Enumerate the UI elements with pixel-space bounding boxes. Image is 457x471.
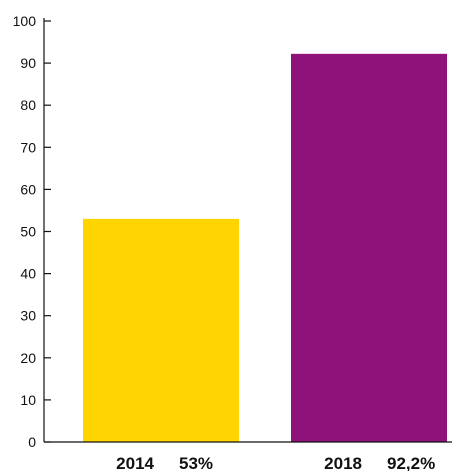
bar-2014 xyxy=(83,218,239,442)
bar-2018 xyxy=(291,53,447,442)
x-category-label: 2014 xyxy=(116,454,154,471)
y-tick-label: 10 xyxy=(20,392,36,408)
x-value-label: 53% xyxy=(179,454,213,471)
y-tick-label: 50 xyxy=(20,224,36,240)
x-axis: 2014 53% 2018 92,2% xyxy=(44,441,452,471)
y-tick-label: 20 xyxy=(20,350,36,366)
y-tick-label: 30 xyxy=(20,308,36,324)
y-tick-label: 40 xyxy=(20,266,36,282)
y-tick-label: 70 xyxy=(20,139,36,155)
bars xyxy=(83,53,447,442)
y-tick-label: 0 xyxy=(28,434,36,450)
x-category-label: 2018 xyxy=(324,454,362,471)
y-axis: 0 10 20 30 40 50 60 70 80 90 100 xyxy=(13,13,51,450)
y-tick-label: 90 xyxy=(20,55,36,71)
y-tick-label: 100 xyxy=(13,13,37,29)
y-tick-label: 80 xyxy=(20,97,36,113)
x-value-label: 92,2% xyxy=(387,454,435,471)
y-tick-label: 60 xyxy=(20,181,36,197)
